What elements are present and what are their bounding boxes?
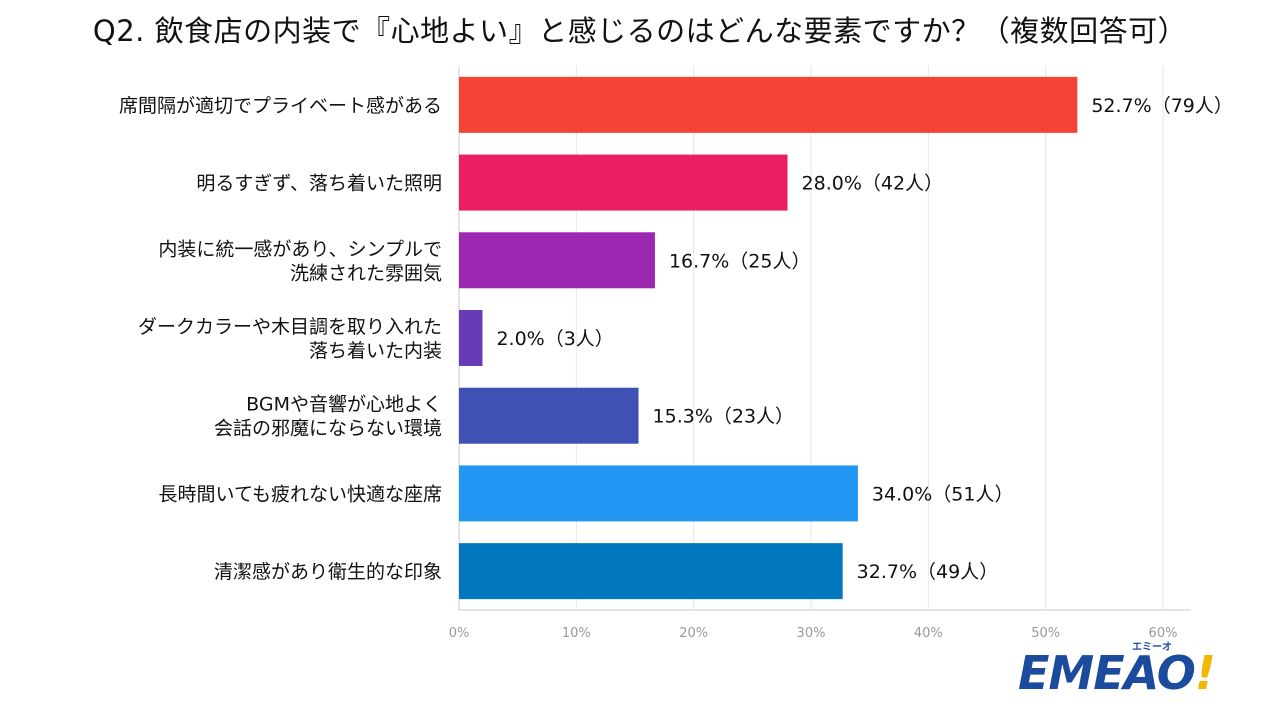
value-label: 2.0%（3人）: [496, 328, 613, 350]
chart-title: Q2. 飲食店の内装で『心地よい』と感じるのはどんな要素ですか？（複数回答可）: [92, 14, 1188, 48]
value-label: 32.7%（49人）: [857, 561, 999, 583]
value-label: 16.7%（25人）: [669, 250, 811, 272]
category-label: 洗練された雰囲気: [290, 262, 442, 284]
category-label: 席間隔が適切でプライベート感がある: [119, 95, 442, 117]
category-label: 落ち着いた内装: [309, 340, 442, 362]
value-label: 28.0%（42人）: [802, 173, 944, 195]
x-tick-label: 50%: [1031, 626, 1060, 641]
x-tick-label: 40%: [914, 626, 943, 641]
category-label: 清潔感があり衛生的な印象: [214, 561, 442, 583]
x-tick-label: 30%: [797, 626, 826, 641]
logo-mark: !: [1194, 646, 1216, 700]
value-label: 34.0%（51人）: [872, 483, 1014, 505]
x-tick-label: 20%: [679, 626, 708, 641]
logo-ruby: エミーオ: [1132, 642, 1172, 653]
bar: [459, 76, 1078, 133]
bar: [459, 387, 639, 444]
x-tick-label: 10%: [562, 626, 591, 641]
x-tick-label: 0%: [449, 626, 470, 641]
x-tick-label: 60%: [1149, 626, 1178, 641]
category-label: 明るすぎず、落ち着いた照明: [196, 173, 442, 195]
value-label: 15.3%（23人）: [653, 406, 795, 428]
bar: [459, 154, 788, 211]
bar: [459, 465, 858, 522]
category-label: BGMや音響が心地よく: [246, 394, 442, 416]
category-label: 長時間いても疲れない快適な座席: [159, 483, 442, 505]
category-label: 会話の邪魔にならない環境: [214, 418, 442, 440]
emeao-logo: エミーオ EMEAO!: [1018, 638, 1218, 702]
logo-text: EMEAO!: [1018, 646, 1216, 700]
category-label: ダークカラーや木目調を取り入れた: [138, 316, 442, 338]
category-label: 内装に統一感があり、シンプルで: [158, 238, 442, 260]
value-label: 52.7%（79人）: [1091, 95, 1233, 117]
bar: [459, 310, 483, 366]
bar: [459, 232, 655, 289]
bar: [459, 543, 843, 600]
